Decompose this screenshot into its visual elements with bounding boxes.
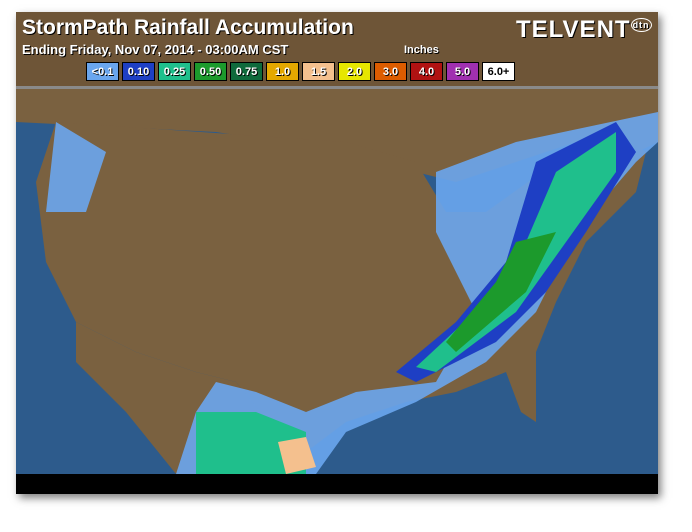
legend-swatch: 0.25 — [158, 62, 191, 81]
precip-heavy — [416, 132, 616, 372]
legend-swatch: 3.0 — [374, 62, 407, 81]
precip-texas-peak — [278, 437, 316, 474]
map-subtitle: Ending Friday, Nov 07, 2014 - 03:00AM CS… — [22, 42, 289, 57]
telvent-logo: TELVENT dtn — [516, 16, 652, 44]
legend-swatch: 2.0 — [338, 62, 371, 81]
bottom-bar — [16, 474, 658, 494]
map-header: StormPath Rainfall Accumulation Ending F… — [16, 12, 658, 89]
logo-badge: dtn — [630, 18, 652, 32]
precip-legend: <0.1 0.10 0.25 0.50 0.75 1.0 1.5 2.0 3.0 4.0 5.0 6.… — [86, 62, 515, 81]
map-canvas — [16, 86, 658, 474]
legend-swatch: <0.1 — [86, 62, 119, 81]
precip-light — [46, 86, 658, 474]
legend-swatch: 1.5 — [302, 62, 335, 81]
units-label: Inches — [404, 44, 439, 56]
legend-swatch: 0.75 — [230, 62, 263, 81]
legend-swatch: 6.0+ — [482, 62, 515, 81]
legend-swatch: 4.0 — [410, 62, 443, 81]
legend-swatch: 0.50 — [194, 62, 227, 81]
legend-swatch: 0.10 — [122, 62, 155, 81]
rainfall-map: StormPath Rainfall Accumulation Ending F… — [16, 12, 658, 494]
legend-swatch: 5.0 — [446, 62, 479, 81]
map-title: StormPath Rainfall Accumulation — [22, 16, 354, 39]
logo-text: TELVENT — [516, 16, 631, 43]
legend-swatch: 1.0 — [266, 62, 299, 81]
precip-heavier — [446, 232, 556, 352]
precip-south-texas — [196, 412, 306, 474]
